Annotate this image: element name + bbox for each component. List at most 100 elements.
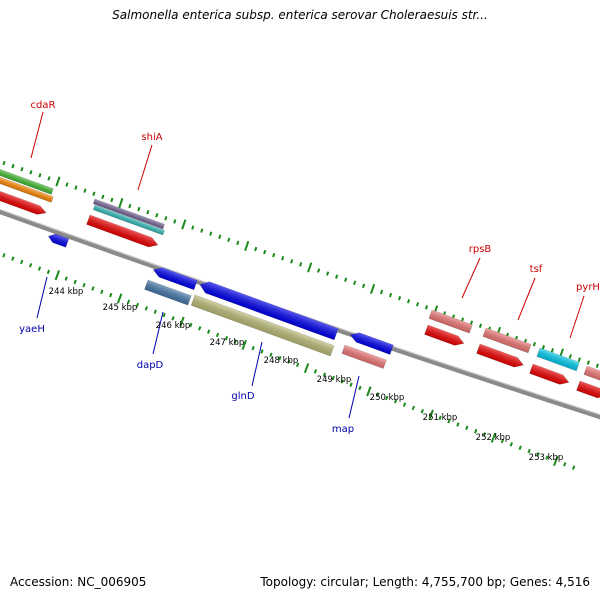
scale-tick	[388, 292, 393, 298]
scale-tick	[362, 283, 366, 289]
scale-tick	[307, 262, 313, 273]
scale-tick	[447, 418, 451, 424]
map-upper-feature[interactable]	[349, 330, 394, 355]
scale-tick	[428, 409, 434, 420]
scale-tick	[303, 363, 310, 374]
scale-tick	[411, 405, 416, 411]
scale-tick	[299, 262, 303, 267]
glnD-feature[interactable]	[190, 294, 335, 357]
genome-summary: Topology: circular; Length: 4,755,700 bp…	[260, 575, 590, 589]
shiA-gene-label[interactable]: shiA	[141, 132, 162, 143]
scale-tick	[101, 194, 105, 200]
next-feature-red[interactable]	[576, 380, 600, 401]
scale-tick	[366, 386, 372, 397]
shiA-feature-red[interactable]	[86, 214, 160, 250]
scale-tick	[571, 465, 576, 470]
cdaR-gene-label[interactable]: cdaR	[31, 100, 56, 111]
scale-tick	[200, 228, 204, 233]
scale-tick	[317, 268, 321, 273]
scale-label-253: 253 kbp	[529, 453, 564, 463]
scale-tick	[244, 240, 250, 252]
glnD-connector	[251, 341, 263, 387]
scale-label-246: 246 kbp	[156, 321, 191, 331]
cdaR-connector	[30, 111, 44, 159]
scale-tick	[109, 292, 113, 298]
scale-tick	[2, 253, 6, 258]
scale-tick	[181, 219, 187, 230]
yaeH-gene-label[interactable]: yaeH	[19, 324, 45, 335]
dapD-connector	[152, 311, 164, 355]
cdaR-feature-green[interactable]	[0, 161, 54, 195]
scale-tick	[164, 216, 168, 221]
rpsB-gene-label[interactable]: rpsB	[469, 244, 492, 255]
scale-tick	[155, 213, 159, 218]
scale-tick	[344, 277, 348, 282]
scale-tick	[385, 395, 389, 401]
tsf-feature-pink[interactable]	[482, 327, 532, 354]
scale-tick	[82, 282, 86, 288]
scale-tick	[144, 306, 148, 311]
shiA-connector	[137, 144, 153, 191]
rpsB-feature-pink[interactable]	[428, 309, 473, 334]
scale-tick	[215, 332, 220, 338]
scale-tick	[563, 462, 567, 467]
cdaR-feature-red[interactable]	[0, 183, 48, 217]
shiA-feature-purple[interactable]	[92, 198, 165, 230]
scale-tick	[20, 166, 24, 172]
map-feature[interactable]	[341, 344, 387, 369]
scale-tick	[281, 256, 285, 261]
accession-label: Accession: NC_006905	[10, 575, 147, 589]
glnD-gene-label[interactable]: glnD	[231, 391, 254, 402]
scale-tick	[198, 326, 202, 331]
scale-label-252: 252 kbp	[476, 433, 511, 443]
scale-tick	[402, 402, 407, 407]
shiA-feature-teal[interactable]	[92, 204, 165, 236]
scale-tick	[379, 289, 384, 295]
dapD-feature[interactable]	[144, 279, 192, 306]
pyrH-gene-label[interactable]: pyrH	[576, 282, 600, 293]
scale-tick	[376, 392, 380, 397]
map-gene-label[interactable]: map	[332, 424, 354, 435]
tsf-gene-label[interactable]: tsf	[530, 264, 543, 275]
tsf-connector	[517, 277, 536, 321]
scale-tick	[553, 455, 559, 467]
rpsB-feature-red[interactable]	[424, 324, 466, 348]
scale-tick	[490, 432, 497, 443]
tsf-feature-red[interactable]	[476, 343, 526, 370]
scale-tick	[586, 360, 590, 365]
scale-tick	[236, 240, 240, 246]
yaeH-feature[interactable]	[47, 232, 70, 248]
scale-tick	[287, 359, 291, 364]
scale-tick	[545, 455, 549, 460]
scale-tick	[54, 270, 60, 281]
scale-tick	[460, 317, 465, 322]
scale-tick	[28, 263, 33, 268]
pyrH-feature-red[interactable]	[529, 363, 571, 387]
glnD-upper-feature[interactable]	[198, 279, 339, 341]
scale-tick	[278, 355, 282, 361]
scale-tick	[64, 276, 68, 281]
scale-ticks-bottom	[2, 253, 576, 470]
scale-tick	[92, 191, 96, 196]
pyrH-feature-cyan[interactable]	[536, 347, 580, 372]
dapD-upper-feature[interactable]	[152, 265, 198, 291]
scale-tick	[47, 176, 51, 181]
scale-tick	[110, 197, 114, 203]
scale-tick	[536, 452, 540, 457]
scale-tick	[527, 448, 531, 454]
scale-tick	[55, 176, 61, 187]
scale-tick	[209, 231, 213, 236]
scale-tick	[11, 256, 15, 261]
scale-label-251: 251 kbp	[423, 413, 458, 423]
scale-tick	[191, 225, 195, 230]
next-feature-pink[interactable]	[583, 365, 600, 386]
cdaR-feature-orange[interactable]	[0, 169, 54, 203]
scale-tick	[482, 432, 487, 437]
scale-tick	[11, 163, 15, 169]
scale-tick	[393, 399, 398, 404]
rpsB-connector	[461, 257, 481, 299]
dapD-gene-label[interactable]: dapD	[137, 360, 164, 371]
scale-tick	[224, 336, 229, 341]
scale-tick	[577, 357, 581, 362]
